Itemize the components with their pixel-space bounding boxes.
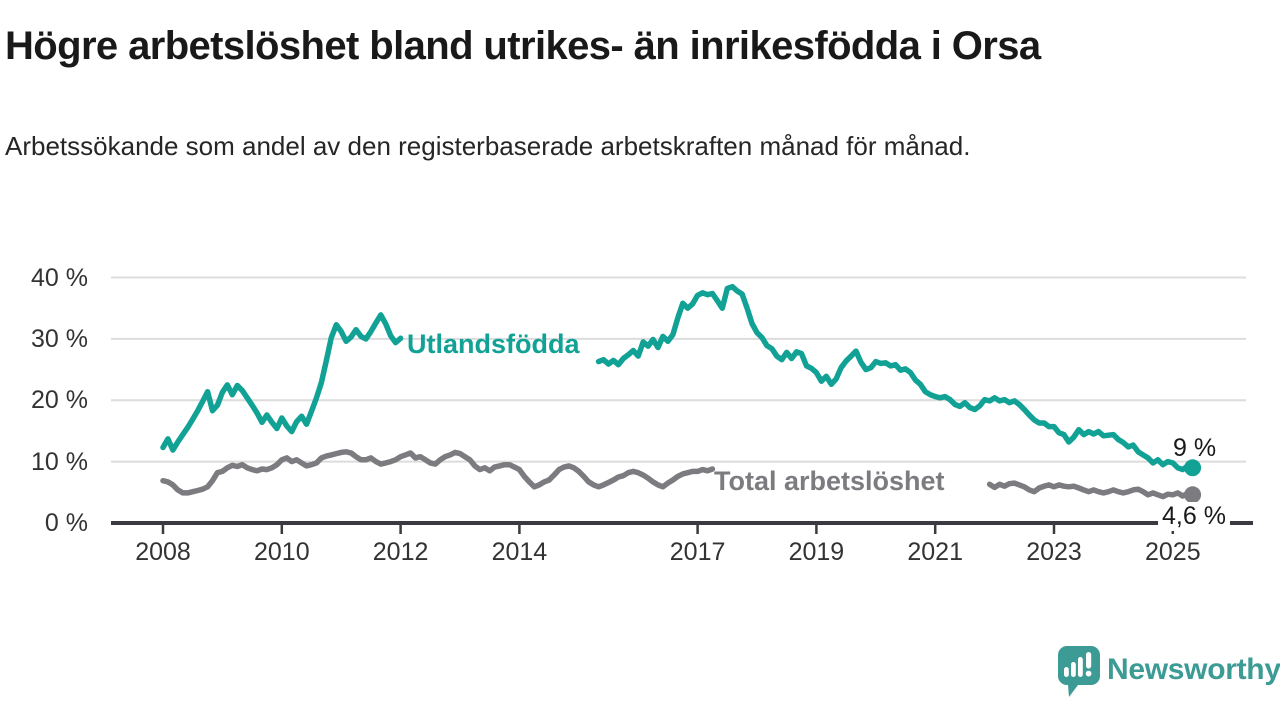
x-axis-label: 2010 <box>253 538 310 566</box>
x-axis-label: 2023 <box>1026 538 1082 566</box>
chart-title: Högre arbetslöshet bland utrikes- än inr… <box>5 24 1041 68</box>
series-end-dot-utlandsfodda <box>1184 459 1202 477</box>
x-axis-label: 2017 <box>669 538 726 566</box>
series-end-dot-total-arbetsloshet <box>1184 486 1202 504</box>
y-axis-label: 40 % <box>31 263 88 292</box>
x-axis-label: 2019 <box>788 538 845 566</box>
y-axis-label: 0 % <box>44 509 88 537</box>
series-label-utlandsfodda: Utlandsfödda <box>407 329 580 359</box>
end-value-label-total-arbetsloshet: 4,6 % <box>1158 502 1230 531</box>
x-axis-label: 2014 <box>491 538 548 566</box>
logo-bar-icon <box>1071 662 1076 677</box>
logo-exclamation-dot <box>1085 670 1092 677</box>
y-axis-label: 10 % <box>31 447 88 476</box>
chart-subtitle: Arbetssökande som andel av den registerb… <box>5 131 971 161</box>
y-axis-label: 20 % <box>31 386 88 415</box>
end-value-label-utlandsfodda: 9 % <box>1173 434 1217 462</box>
x-axis-label: 2025 <box>1144 538 1201 566</box>
x-axis-label: 2008 <box>135 538 191 566</box>
series-line-utlandsfodda <box>160 283 1196 473</box>
series-line-total-arbetsloshet <box>160 449 1196 500</box>
logo-bar-icon <box>1078 657 1083 677</box>
logo-bar-icon <box>1064 667 1069 677</box>
y-axis-label: 30 % <box>31 324 88 353</box>
logo-exclamation-icon <box>1086 652 1092 669</box>
newsworthy-logo-icon <box>1058 646 1100 697</box>
x-axis-label: 2021 <box>907 538 963 566</box>
series-label-total-arbetsloshet: Total arbetslöshet <box>714 466 945 496</box>
x-axis-label: 2012 <box>372 538 429 566</box>
newsworthy-wordmark: Newsworthy <box>1107 653 1280 686</box>
